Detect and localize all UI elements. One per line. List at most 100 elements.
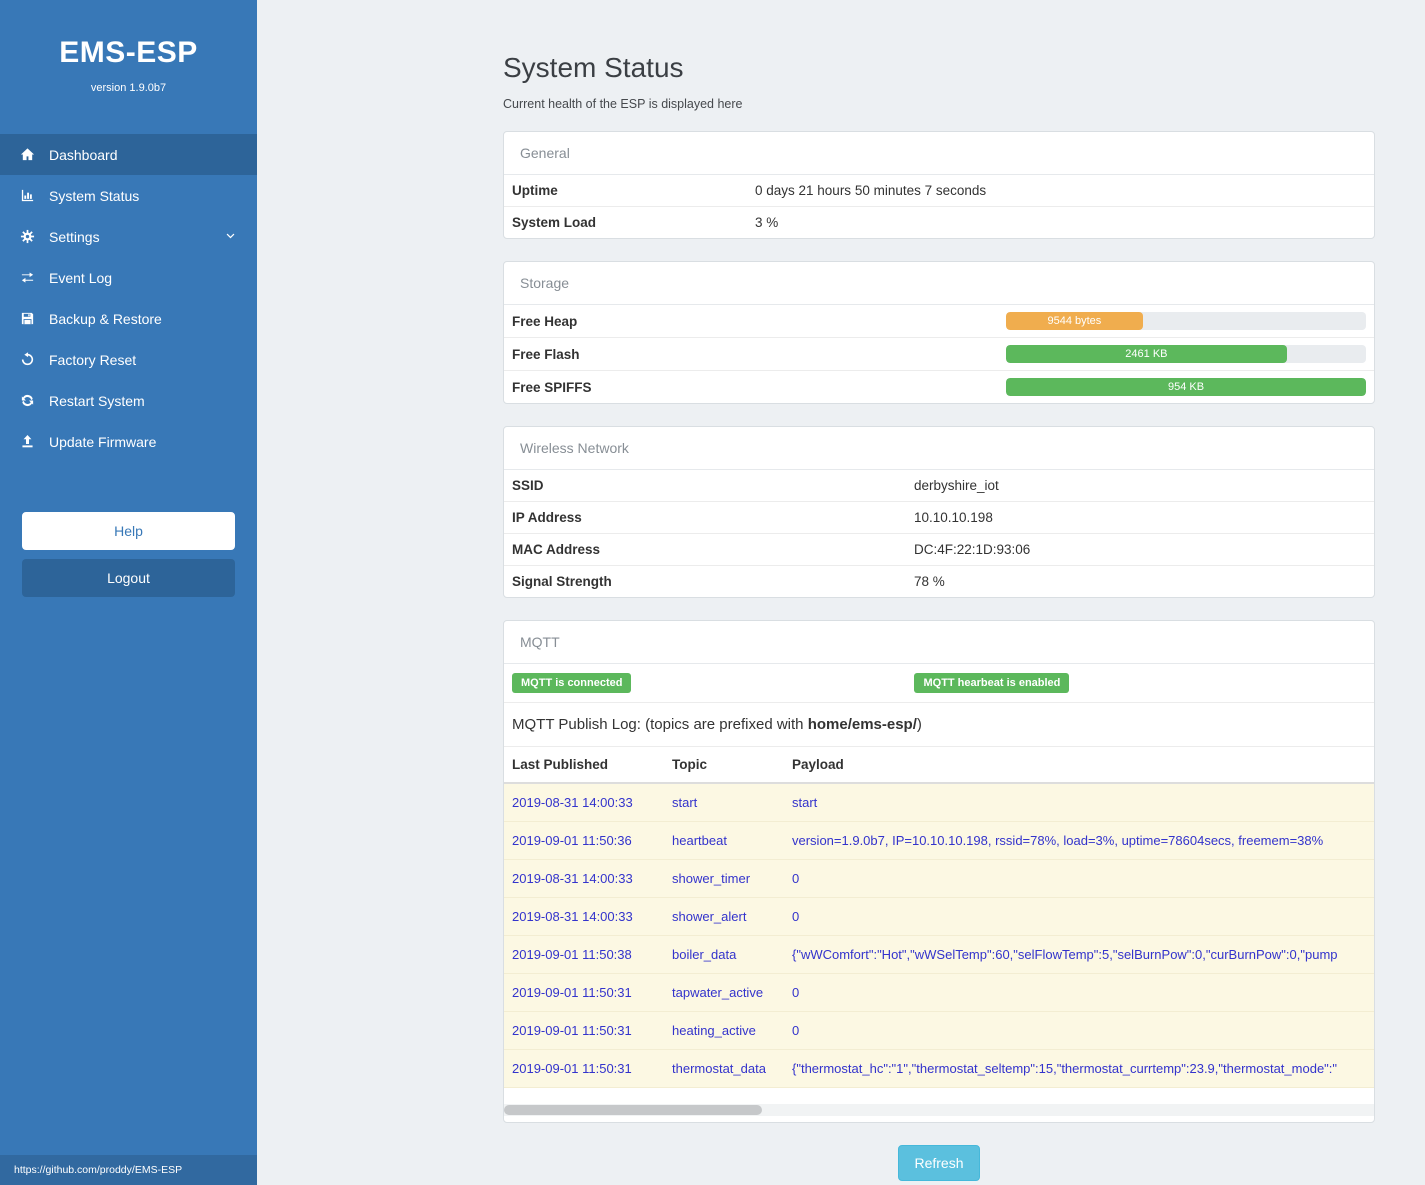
save-icon [20,311,36,327]
table-row: 2019-08-31 14:00:33 start start [504,783,1374,822]
sidebar-item-dashboard[interactable]: Dashboard [0,134,257,175]
payload-cell: 0 [784,973,1374,1012]
system-load-label: System Load [512,215,597,230]
sidebar-item-label: Dashboard [49,146,118,163]
free-spiffs-row: Free SPIFFS 954 KB [504,371,1374,403]
chevron-down-icon [224,230,237,243]
main-content: System Status Current health of the ESP … [257,0,1425,1185]
last-published-cell: 2019-09-01 11:50:31 [504,1049,664,1088]
refresh-icon [20,393,36,409]
ssid-row: SSID derbyshire_iot [504,470,1374,502]
topic-cell: heartbeat [664,821,784,860]
system-load-value: 3 % [755,215,779,230]
free-heap-row: Free Heap 9544 bytes [504,305,1374,338]
mqtt-status-row: MQTT is connected MQTT hearbeat is enabl… [504,664,1374,703]
wireless-panel-title: Wireless Network [504,427,1374,470]
free-heap-progress: 9544 bytes [1006,312,1366,330]
home-icon [20,147,36,163]
ip-address-row: IP Address 10.10.10.198 [504,502,1374,534]
table-row: 2019-09-01 11:50:31 thermostat_data {"th… [504,1049,1374,1088]
sidebar-item-label: Backup & Restore [49,310,162,327]
payload-cell: {"wWComfort":"Hot","wWSelTemp":60,"selFl… [784,935,1374,974]
col-topic: Topic [664,747,784,784]
mqtt-panel: MQTT MQTT is connected MQTT hearbeat is … [503,620,1375,1123]
table-row: 2019-09-01 11:50:31 tapwater_active 0 [504,973,1374,1012]
general-panel: General Uptime 0 days 21 hours 50 minute… [503,131,1375,239]
table-row: 2019-09-01 11:50:36 heartbeat version=1.… [504,821,1374,860]
topic-cell: start [664,783,784,822]
sidebar-item-update-firmware[interactable]: Update Firmware [0,421,257,462]
github-link[interactable]: https://github.com/proddy/EMS-ESP [14,1164,183,1176]
horizontal-scrollbar[interactable] [504,1104,1374,1116]
payload-cell: version=1.9.0b7, IP=10.10.10.198, rssid=… [784,821,1374,860]
gear-icon [20,229,36,245]
sidebar-menu: Dashboard System Status Settings Event L… [0,134,257,462]
payload-cell: 0 [784,1011,1374,1050]
system-load-row: System Load 3 % [504,207,1374,238]
topic-cell: tapwater_active [664,973,784,1012]
mqtt-log-table: Last Published Topic Payload 2019-08-31 … [504,747,1374,1088]
topic-cell: thermostat_data [664,1049,784,1088]
last-published-cell: 2019-08-31 14:00:33 [504,783,664,822]
free-spiffs-label: Free SPIFFS [512,379,592,395]
last-published-cell: 2019-09-01 11:50:31 [504,973,664,1012]
uptime-row: Uptime 0 days 21 hours 50 minutes 7 seco… [504,175,1374,207]
col-last-published: Last Published [504,747,664,784]
sidebar-item-factory-reset[interactable]: Factory Reset [0,339,257,380]
last-published-cell: 2019-09-01 11:50:38 [504,935,664,974]
signal-strength-label: Signal Strength [512,574,612,589]
signal-strength-row: Signal Strength 78 % [504,566,1374,597]
refresh-row: Refresh [503,1145,1375,1181]
app-version: version 1.9.0b7 [90,82,167,94]
topic-cell: shower_timer [664,859,784,898]
sidebar-item-backup-restore[interactable]: Backup & Restore [0,298,257,339]
free-spiffs-progress: 954 KB [1006,378,1366,396]
sidebar-item-event-log[interactable]: Event Log [0,257,257,298]
sidebar-item-label: Settings [49,228,100,245]
payload-cell: 0 [784,897,1374,936]
payload-cell: 0 [784,859,1374,898]
mqtt-connected-badge: MQTT is connected [512,673,632,693]
help-button[interactable]: Help [22,512,235,550]
payload-cell: start [784,783,1374,822]
storage-panel: Storage Free Heap 9544 bytes Free Flash … [503,261,1375,404]
free-flash-row: Free Flash 2461 KB [504,338,1374,371]
last-published-cell: 2019-08-31 14:00:33 [504,897,664,936]
wireless-panel: Wireless Network SSID derbyshire_iot IP … [503,426,1375,598]
bar-chart-icon [20,188,36,204]
table-header-row: Last Published Topic Payload [504,747,1374,784]
page-subtitle: Current health of the ESP is displayed h… [503,97,743,111]
free-heap-value: 9544 bytes [1047,315,1102,327]
app-title: EMS-ESP [59,36,198,69]
topic-cell: heating_active [664,1011,784,1050]
logout-button[interactable]: Logout [22,559,235,597]
table-row: 2019-09-01 11:50:31 heating_active 0 [504,1011,1374,1050]
last-published-cell: 2019-08-31 14:00:33 [504,859,664,898]
table-row: 2019-08-31 14:00:33 shower_alert 0 [504,897,1374,936]
sidebar-item-settings[interactable]: Settings [0,216,257,257]
sidebar-item-label: Event Log [49,269,113,286]
sidebar-item-label: System Status [49,187,140,204]
scrollbar-thumb[interactable] [504,1105,762,1115]
last-published-cell: 2019-09-01 11:50:31 [504,1011,664,1050]
free-flash-label: Free Flash [512,346,580,362]
signal-strength-value: 78 % [914,574,945,589]
mqtt-heartbeat-badge: MQTT hearbeat is enabled [914,673,1070,693]
sidebar-item-label: Factory Reset [49,351,137,368]
free-flash-value: 2461 KB [1125,348,1168,360]
ip-address-value: 10.10.10.198 [914,510,993,525]
ssid-label: SSID [512,478,544,493]
upload-icon [20,434,36,450]
refresh-button[interactable]: Refresh [898,1145,980,1181]
sidebar-item-label: Update Firmware [49,433,157,450]
payload-cell: {"thermostat_hc":"1","thermostat_seltemp… [784,1049,1374,1088]
rotate-icon [20,352,36,368]
sidebar-item-restart-system[interactable]: Restart System [0,380,257,421]
sidebar-item-system-status[interactable]: System Status [0,175,257,216]
sidebar: EMS-ESP version 1.9.0b7 Dashboard System… [0,0,257,1185]
brand: EMS-ESP version 1.9.0b7 [0,0,257,94]
mac-address-label: MAC Address [512,542,601,557]
page-title: System Status [503,52,684,83]
uptime-value: 0 days 21 hours 50 minutes 7 seconds [755,183,987,198]
